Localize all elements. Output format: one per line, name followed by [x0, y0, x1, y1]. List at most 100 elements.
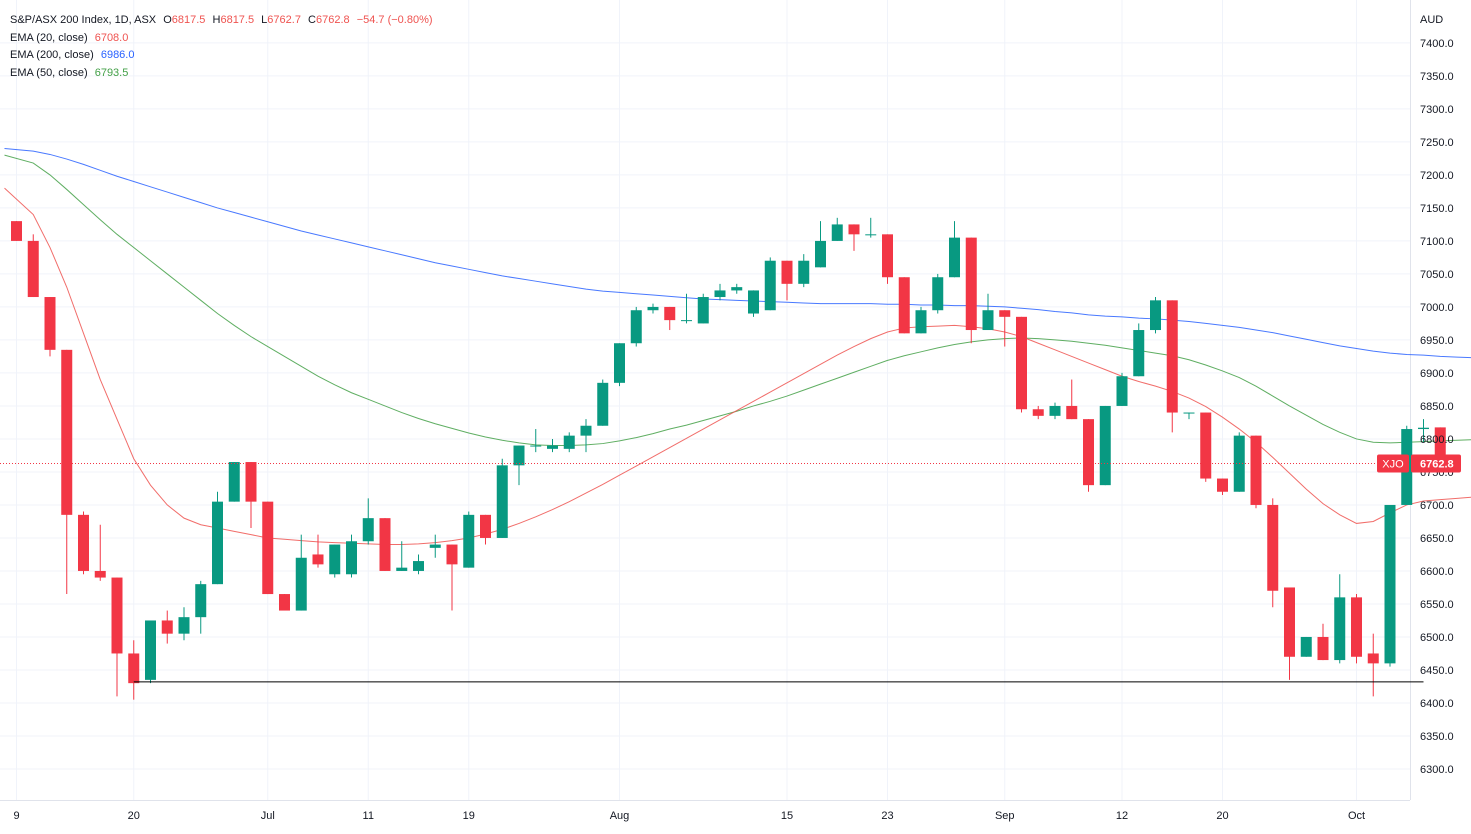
candle-body — [815, 240, 826, 268]
candle-body — [279, 594, 290, 611]
candle — [78, 511, 89, 575]
candle — [379, 518, 391, 571]
candle — [731, 283, 743, 294]
last-price-tag-value: 6762.8 — [1420, 458, 1454, 470]
candle-body — [1284, 587, 1295, 657]
candle-body — [1367, 653, 1379, 664]
chart-grid — [0, 0, 1410, 800]
candle-body — [161, 620, 173, 634]
candle-body — [295, 557, 307, 611]
candle-body — [865, 234, 877, 236]
candle — [362, 498, 374, 545]
candle — [932, 273, 944, 314]
candle-body — [396, 567, 408, 571]
candle-body — [1217, 478, 1228, 492]
price-tick-label: 6850.0 — [1420, 401, 1454, 413]
price-tick-label: 6450.0 — [1420, 665, 1454, 677]
candle-body — [145, 620, 156, 680]
candle-body — [748, 290, 759, 314]
time-tick-label: 12 — [1116, 810, 1128, 822]
candle-body — [1200, 412, 1212, 479]
last-price-tag-bg — [1377, 454, 1409, 473]
candle-body — [446, 544, 458, 565]
candle-body — [915, 310, 927, 334]
price-tick-label: 6650.0 — [1420, 533, 1454, 545]
candle-body — [1066, 405, 1078, 420]
open-label: O — [163, 14, 172, 26]
candle-body — [463, 514, 475, 568]
candle — [563, 432, 575, 453]
ema20-label: EMA (20, close) — [10, 31, 88, 44]
candle-body — [1250, 435, 1262, 505]
time-tick-label: Aug — [610, 810, 630, 822]
candle-body — [1267, 504, 1279, 591]
legend-main-row[interactable]: S&P/ASX 200 Index, 1D, ASX O6817.5 H6817… — [10, 12, 433, 30]
candle-body — [1384, 504, 1396, 664]
legend-ema20[interactable]: EMA (20, close) 6708.0 — [10, 30, 433, 48]
candle-body — [111, 577, 123, 654]
candle — [1183, 412, 1195, 420]
candle-body — [178, 617, 190, 634]
candle — [145, 620, 156, 684]
candle — [1217, 478, 1228, 496]
candle — [1284, 587, 1295, 680]
low-value: 6762.7 — [267, 14, 301, 26]
candle-body — [848, 224, 860, 235]
candle-body — [664, 306, 676, 321]
candle-body — [262, 501, 274, 595]
candle — [195, 580, 207, 634]
time-tick-label: 9 — [13, 810, 19, 822]
ema200-line — [4, 148, 1471, 359]
price-tick-label: 6300.0 — [1420, 764, 1454, 776]
candle — [111, 577, 123, 697]
candle — [681, 293, 692, 324]
price-tick-label: 6550.0 — [1420, 599, 1454, 611]
candle-body — [1183, 412, 1195, 414]
candle-body — [630, 310, 642, 344]
price-tick-label: 6350.0 — [1420, 731, 1454, 743]
close-label: C — [308, 14, 316, 26]
candle — [898, 277, 910, 334]
legend-ema200[interactable]: EMA (200, close) 6986.0 — [10, 47, 433, 65]
candlestick-series[interactable] — [11, 217, 1446, 700]
low-label: L — [261, 14, 268, 26]
candle — [865, 217, 877, 238]
candle-body — [44, 297, 56, 350]
candle-body — [128, 653, 140, 684]
candle-body — [11, 221, 22, 241]
candle-body — [764, 260, 776, 311]
legend-ema50[interactable]: EMA (50, close) 6793.5 — [10, 65, 433, 83]
candle — [1016, 316, 1027, 413]
price-tick-label: 7100.0 — [1420, 236, 1454, 248]
candle-body — [1418, 427, 1429, 430]
candle — [781, 260, 793, 301]
candle-body — [831, 224, 843, 241]
price-tick-label: 6500.0 — [1420, 632, 1454, 644]
price-tick-label: 7300.0 — [1420, 104, 1454, 116]
candle-body — [329, 544, 341, 575]
candle — [480, 514, 491, 545]
candle-body — [781, 260, 793, 284]
candle — [1267, 498, 1279, 608]
candle-body — [1133, 330, 1145, 377]
candle — [413, 554, 424, 575]
ema200-label: EMA (200, close) — [10, 49, 94, 61]
candle — [228, 462, 240, 502]
candle-body — [94, 570, 106, 578]
candle-body — [27, 240, 39, 298]
candle — [128, 640, 140, 700]
candle — [161, 610, 173, 644]
candle — [1351, 594, 1362, 664]
candle — [1250, 435, 1262, 509]
candle — [329, 544, 341, 578]
candle — [496, 458, 508, 538]
candle — [212, 491, 223, 585]
candle — [748, 290, 759, 317]
time-tick-label: 20 — [128, 810, 140, 822]
candle — [1200, 412, 1212, 482]
candle-body — [245, 462, 257, 502]
candle-body — [898, 277, 910, 334]
candle — [463, 511, 475, 568]
candle — [27, 234, 39, 298]
